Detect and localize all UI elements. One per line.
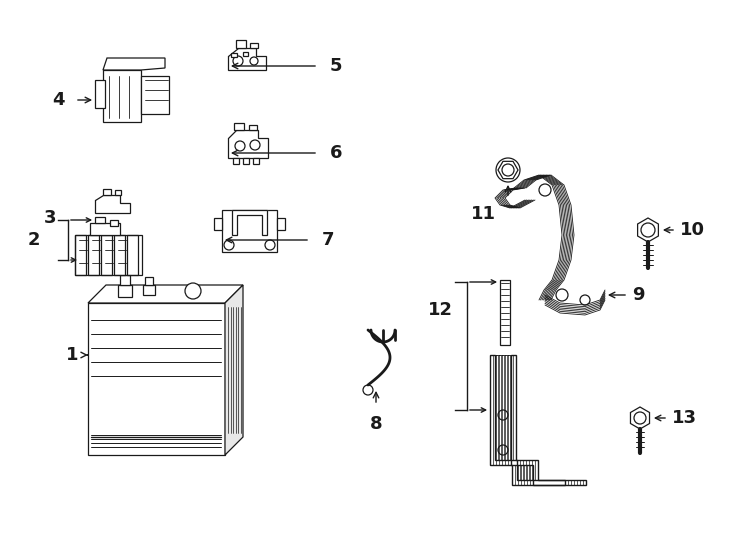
Circle shape (250, 57, 258, 65)
Circle shape (556, 289, 568, 301)
Bar (250, 43, 258, 48)
Circle shape (224, 240, 234, 250)
Circle shape (641, 223, 655, 237)
Bar (103, 189, 111, 195)
Circle shape (498, 445, 508, 455)
Text: 4: 4 (53, 91, 65, 109)
Polygon shape (103, 58, 165, 70)
Polygon shape (88, 285, 243, 303)
Polygon shape (490, 355, 565, 485)
Text: 1: 1 (65, 346, 78, 364)
Text: 5: 5 (330, 57, 343, 75)
Bar (231, 53, 237, 57)
Bar (249, 125, 257, 130)
Bar (88, 303, 225, 455)
Bar (236, 40, 246, 48)
Polygon shape (228, 48, 266, 70)
Bar (145, 277, 153, 285)
Circle shape (185, 283, 201, 299)
Polygon shape (232, 210, 267, 235)
Bar (101, 235, 112, 275)
Bar (88, 235, 99, 275)
Circle shape (539, 184, 551, 196)
Text: 12: 12 (428, 301, 453, 319)
Text: 9: 9 (632, 286, 644, 304)
Bar (120, 275, 130, 285)
Bar (127, 235, 138, 275)
Bar (232, 210, 267, 235)
Bar (233, 158, 239, 164)
Bar (253, 158, 259, 164)
Bar (114, 235, 125, 275)
Bar (214, 218, 222, 230)
Polygon shape (225, 285, 243, 455)
Bar (141, 76, 169, 114)
Circle shape (634, 412, 646, 424)
Polygon shape (95, 195, 130, 213)
Text: 8: 8 (370, 415, 382, 433)
Circle shape (580, 295, 590, 305)
Circle shape (235, 141, 245, 151)
Bar (500, 280, 510, 345)
Bar (243, 52, 248, 56)
Bar (75, 235, 142, 275)
Bar (103, 70, 141, 122)
Circle shape (265, 240, 275, 250)
Bar (75, 235, 86, 275)
Bar (234, 123, 244, 130)
Bar (95, 80, 105, 108)
Bar (143, 285, 155, 295)
Circle shape (233, 56, 243, 66)
Bar (115, 190, 121, 195)
Text: 2: 2 (27, 231, 40, 249)
Bar (110, 220, 118, 226)
Text: 6: 6 (330, 144, 343, 162)
Circle shape (363, 385, 373, 395)
Circle shape (496, 158, 520, 182)
Text: 10: 10 (680, 221, 705, 239)
Bar (90, 223, 120, 235)
Polygon shape (631, 407, 650, 429)
Bar (118, 285, 132, 297)
Text: 11: 11 (471, 205, 496, 223)
Bar (243, 158, 249, 164)
Text: 13: 13 (672, 409, 697, 427)
Polygon shape (228, 130, 268, 158)
Circle shape (250, 140, 260, 150)
Circle shape (498, 410, 508, 420)
Text: 7: 7 (322, 231, 335, 249)
Polygon shape (638, 218, 658, 242)
Text: 3: 3 (43, 209, 56, 227)
Bar (95, 217, 105, 223)
Bar (277, 218, 285, 230)
Circle shape (502, 164, 514, 176)
Bar (222, 210, 277, 252)
